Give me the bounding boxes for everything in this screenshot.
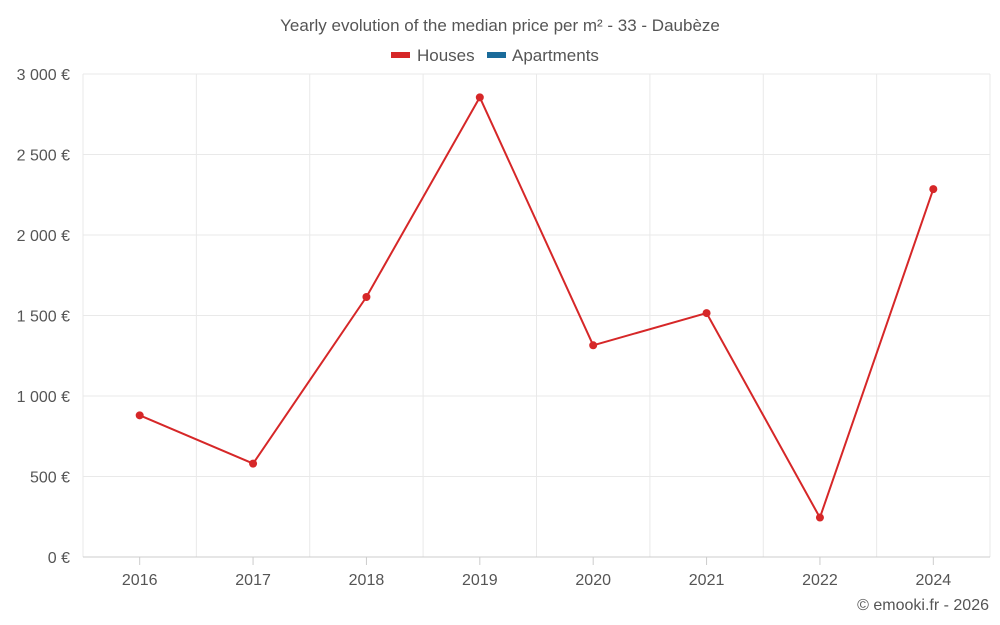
chart-title: Yearly evolution of the median price per…: [280, 16, 720, 35]
legend-item-apartments[interactable]: Apartments: [487, 46, 599, 65]
y-tick-label: 0 €: [48, 550, 70, 567]
y-tick-label: 2 500 €: [17, 148, 70, 165]
grid: [82, 73, 991, 557]
series-line-houses: [139, 96, 935, 519]
x-tick-label: 2020: [575, 572, 611, 589]
x-tick-label: 2016: [122, 572, 158, 589]
data-point[interactable]: [362, 292, 371, 301]
data-point[interactable]: [702, 309, 711, 318]
x-tick-label: 2018: [349, 572, 385, 589]
legend-swatch-apartments: [487, 52, 506, 58]
x-tick-label: 2024: [916, 572, 952, 589]
data-point[interactable]: [135, 411, 144, 420]
y-tick-label: 1 500 €: [17, 309, 70, 326]
y-tick-label: 2 000 €: [17, 228, 70, 245]
data-point[interactable]: [815, 513, 824, 522]
x-tick-label: 2021: [689, 572, 725, 589]
legend-label-apartments: Apartments: [512, 46, 599, 65]
y-tick-label: 1 000 €: [17, 389, 70, 406]
data-point[interactable]: [475, 93, 484, 102]
x-tick-label: 2017: [235, 572, 271, 589]
legend[interactable]: Houses Apartments: [391, 46, 599, 65]
data-point[interactable]: [589, 341, 598, 350]
y-tick-label: 3 000 €: [17, 67, 70, 84]
series-houses: [135, 93, 938, 522]
credit-text: © emooki.fr - 2026: [857, 597, 989, 614]
legend-item-houses[interactable]: Houses: [391, 46, 475, 65]
data-point[interactable]: [929, 185, 938, 194]
legend-swatch-houses: [391, 52, 410, 58]
x-tick-label: 2022: [802, 572, 838, 589]
axes: 0 € 500 € 1 000 € 1 500 € 2 000 € 2 500 € 3 00…: [17, 67, 990, 589]
y-tick-label: 500 €: [30, 470, 70, 487]
x-tick-label: 2019: [462, 572, 498, 589]
data-point[interactable]: [249, 459, 258, 468]
legend-label-houses: Houses: [417, 46, 475, 65]
